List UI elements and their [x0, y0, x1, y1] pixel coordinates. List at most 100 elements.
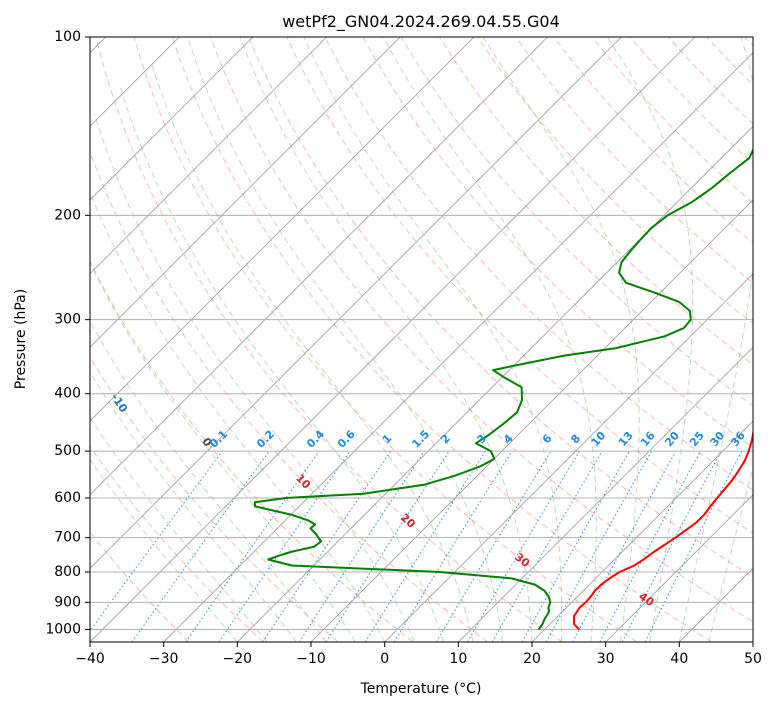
y-tick-label: 800 [54, 564, 81, 580]
contour-labels: -100-90-80-70-60-50-40-30-20-10010203040… [29, 352, 748, 609]
y-axis-label: Pressure (hPa) [13, 289, 29, 389]
mixing-ratio-line [393, 450, 513, 642]
moist-adiabat-line [93, 114, 415, 642]
x-axis-label: Temperature (°C) [360, 681, 482, 697]
y-tick-label: 200 [54, 207, 81, 223]
isotherm-line [90, 37, 327, 275]
isotherm-line [752, 641, 753, 642]
mixing-ratio-label: 16 [638, 429, 658, 449]
isotherm-line [237, 125, 753, 642]
mixing-ratio-label: 10 [589, 429, 609, 449]
x-tick-label: −30 [149, 651, 179, 667]
y-tick-label: 900 [54, 594, 81, 610]
dry-adiabat-label: -20 [29, 352, 50, 376]
isotherm-line [310, 199, 753, 642]
moist-adiabat-line [708, 466, 753, 642]
isotherm-line [90, 37, 622, 569]
dry-adiabat-line [591, 37, 753, 204]
dry-adiabat-line [248, 37, 753, 578]
x-tick-label: 30 [597, 651, 615, 667]
mixing-ratio-line [364, 450, 486, 642]
x-tick-label: −10 [296, 651, 326, 667]
dry-adiabat-line [668, 37, 753, 125]
x-tick-label: 0 [380, 651, 389, 667]
dry-adiabat-label: 20 [398, 511, 418, 531]
isotherm-line [90, 37, 548, 496]
mixing-ratio-label: 20 [662, 429, 682, 449]
moist-adiabat-line [90, 458, 238, 642]
dry-adiabat-line [90, 150, 488, 642]
temperature-line [573, 415, 753, 631]
dry-adiabat-label: 30 [512, 550, 532, 570]
dry-adiabat-line [515, 37, 753, 284]
dewpoint-line [253, 147, 753, 630]
x-tick-label: 50 [744, 651, 762, 667]
moist-adiabat-line [303, 37, 563, 642]
moist-adiabat-line [239, 37, 533, 642]
y-tick-label: 700 [54, 530, 81, 546]
x-tick-label: 40 [670, 651, 688, 667]
mixing-ratio-line [435, 450, 552, 642]
isotherm-line [90, 37, 475, 422]
moist-adiabat-line [90, 416, 268, 642]
mixing-ratio-label: 1 [380, 432, 395, 447]
isotherm-line [90, 37, 401, 348]
dry-adiabat-line [90, 259, 414, 642]
mixing-ratio-label: 4 [501, 432, 516, 447]
mixing-ratio-label: 8 [568, 432, 583, 446]
mixing-ratio-line [218, 450, 351, 642]
isotherm-line [458, 346, 753, 642]
dry-adiabat-line [477, 37, 753, 325]
dry-adiabat-label: -10 [108, 391, 130, 415]
x-tick-label: 20 [523, 651, 541, 667]
series-layer [253, 147, 753, 631]
isotherm-line [679, 567, 753, 642]
mixing-ratio-line [572, 450, 677, 642]
mixing-ratio-line [491, 450, 603, 642]
isotherm-line [90, 37, 254, 201]
x-axis: −40 −30 −20 −10 0 10 20 30 40 50 [75, 642, 762, 667]
dry-adiabat-line [553, 37, 753, 244]
mixing-ratio-line [131, 450, 270, 642]
mixing-ratio-line [325, 450, 450, 642]
mixing-ratio-line [467, 450, 580, 642]
y-tick-label: 400 [54, 386, 81, 402]
moist-adiabat-line [118, 83, 445, 642]
mixing-ratio-label: 6 [540, 432, 555, 447]
y-tick-label: 100 [54, 29, 81, 45]
dry-adiabat-line [90, 445, 264, 642]
mixing-ratio-label: 0.6 [335, 427, 358, 450]
isotherm-line [163, 52, 753, 642]
moist-adiabat-line [482, 37, 640, 642]
mixing-ratio-line [545, 450, 653, 642]
mixing-ratio-line [298, 450, 425, 642]
dry-adiabat-line [324, 37, 753, 491]
x-tick-label: −20 [223, 651, 253, 667]
moist-adiabat-line [90, 261, 356, 642]
dry-adiabat-line [400, 37, 753, 407]
y-axis: 100 200 300 400 500 600 700 800 900 1000 [45, 29, 90, 637]
moist-adiabat-line [678, 37, 753, 642]
x-tick-label: −40 [75, 651, 105, 667]
dry-adiabat-line [171, 37, 712, 642]
dry-adiabat-line [133, 37, 638, 642]
mixing-ratio-line [599, 450, 701, 642]
y-tick-label: 1000 [45, 621, 81, 637]
mixing-ratio-label: 0.4 [304, 427, 327, 450]
chart-title: wetPf2_GN04.2024.269.04.55.G04 [282, 12, 560, 32]
mixing-ratio-label: 1.5 [409, 428, 432, 451]
dry-adiabat-line [706, 37, 753, 86]
dry-adiabat-line [210, 37, 753, 623]
x-tick-label: 10 [449, 651, 467, 667]
isotherm-line [384, 273, 753, 642]
moist-adiabat-line [150, 61, 474, 642]
y-tick-label: 500 [54, 443, 81, 459]
moist-adiabat-line [90, 370, 297, 642]
mixing-ratio-line [185, 450, 320, 642]
mixing-ratio-label: 2 [438, 432, 453, 446]
mixing-ratio-line [521, 450, 630, 642]
moist-adiabat-line [90, 320, 327, 642]
isotherm-line [605, 494, 753, 642]
y-tick-label: 300 [54, 312, 81, 328]
